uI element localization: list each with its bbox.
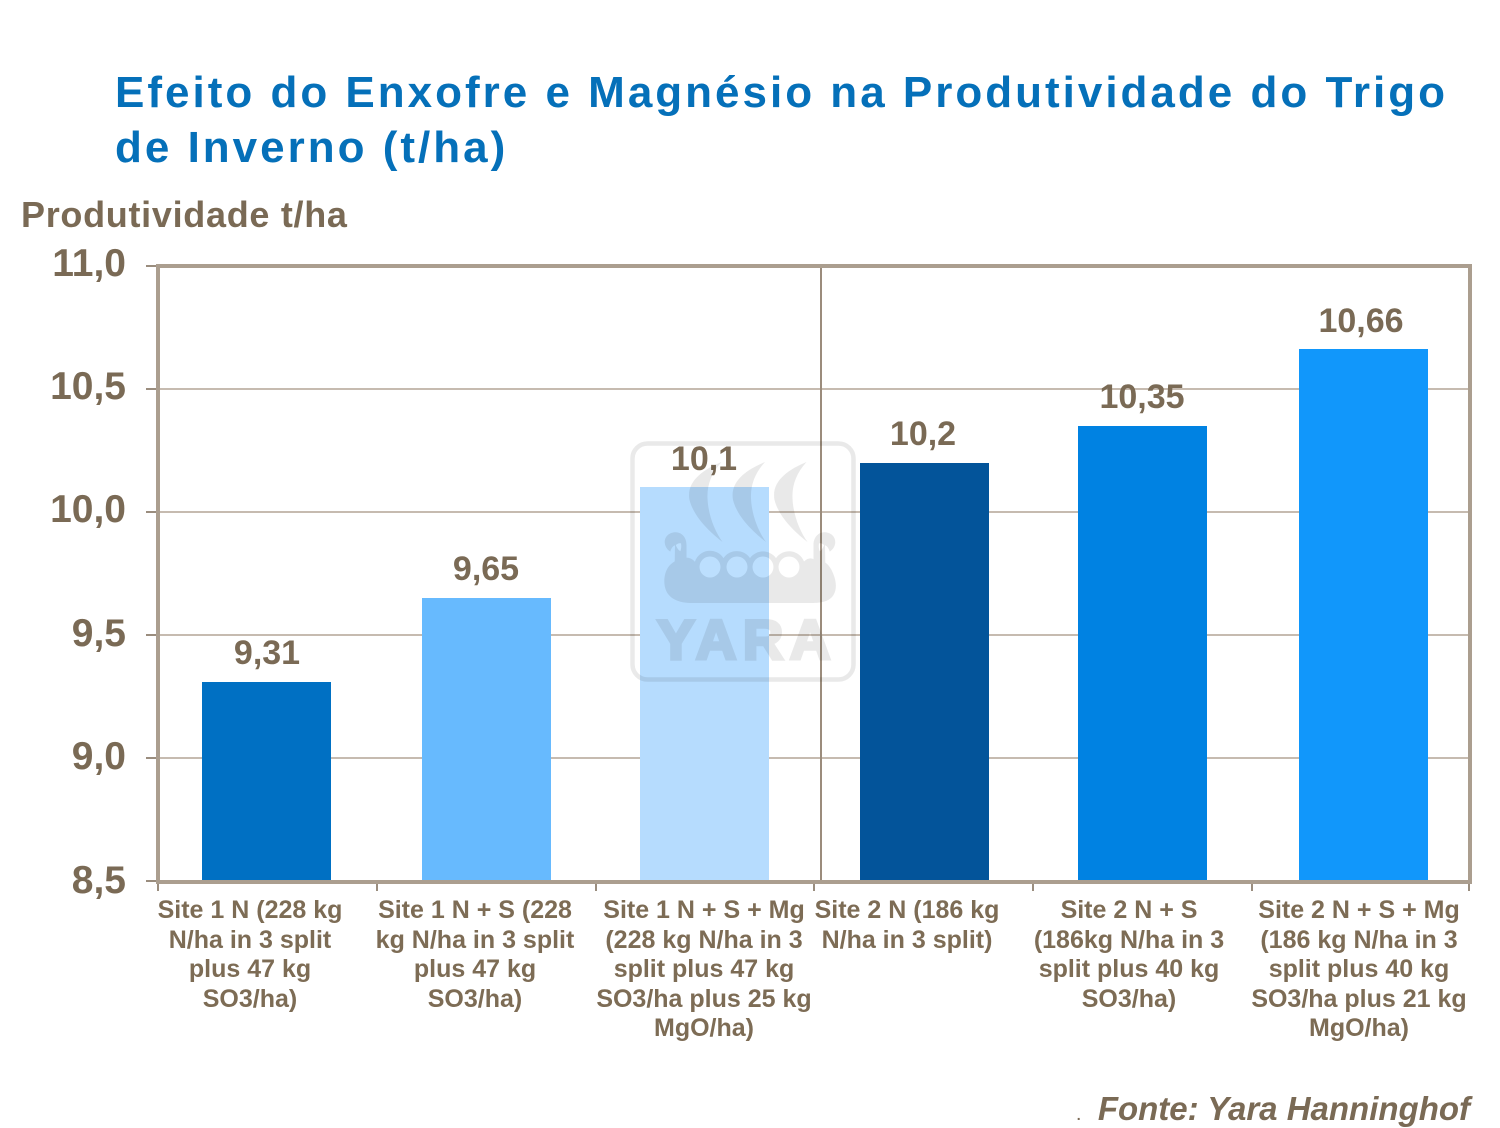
svg-text:YARA: YARA — [657, 608, 837, 671]
